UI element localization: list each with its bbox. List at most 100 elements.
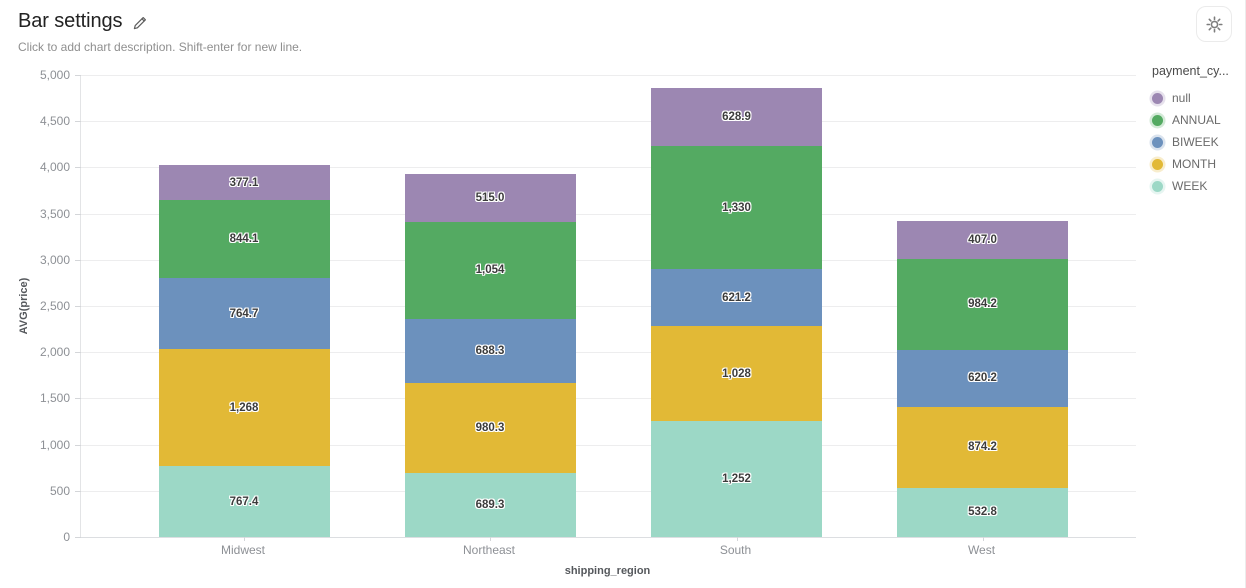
gridline (81, 352, 1136, 354)
y-axis-tick (75, 444, 81, 446)
pencil-icon[interactable] (132, 15, 148, 31)
y-tick-label: 3,000 (39, 252, 70, 267)
segment-null-midwest[interactable]: 377.1 (158, 165, 330, 201)
y-axis-tick (75, 75, 81, 76)
segment-month-west[interactable]: 874.2 (897, 407, 1068, 488)
x-tick-label-northeast: Northeast (462, 543, 516, 557)
y-tick-label: 2,000 (39, 345, 70, 360)
y-axis-tick (75, 121, 81, 123)
gridline (81, 444, 1136, 446)
segment-null-northeast[interactable]: 515.0 (404, 174, 576, 222)
segment-value-label: 620.2 (968, 372, 997, 385)
x-tick-label-south: South (719, 543, 752, 557)
segment-annual-west[interactable]: 984.2 (897, 258, 1068, 350)
y-axis-tick (75, 213, 81, 215)
y-axis-tick (75, 259, 81, 261)
segment-value-label: 621.2 (722, 291, 751, 304)
segment-month-northeast[interactable]: 980.3 (404, 382, 576, 474)
legend-item-label: WEEK (1172, 179, 1208, 193)
segment-week-northeast[interactable]: 689.3 (404, 473, 576, 537)
legend-item-week[interactable]: WEEK (1152, 175, 1244, 197)
segment-value-label: 764.7 (229, 307, 259, 320)
legend: payment_cy... null ANNUAL BIWEEK MONTH WEEK (1152, 64, 1244, 197)
legend-item-biweek[interactable]: BIWEEK (1152, 131, 1244, 153)
legend-swatch-icon (1152, 180, 1163, 192)
segment-value-label: 377.1 (229, 176, 259, 189)
gridline (81, 490, 1136, 492)
legend-item-label: BIWEEK (1172, 135, 1219, 149)
bar-midwest[interactable]: 767.4 1,268 764.7 844.1 377.1 (158, 165, 330, 537)
segment-value-label: 1,252 (722, 473, 751, 486)
legend-item-label: ANNUAL (1172, 113, 1221, 127)
segment-null-south[interactable]: 628.9 (651, 87, 822, 147)
segment-biweek-west[interactable]: 620.2 (897, 349, 1068, 408)
segment-biweek-northeast[interactable]: 688.3 (404, 319, 576, 383)
y-tick-label: 5,000 (39, 68, 70, 82)
gear-icon (1205, 15, 1223, 33)
y-axis-tick (75, 537, 81, 538)
legend-item-month[interactable]: MONTH (1152, 153, 1244, 175)
gridline (81, 398, 1136, 400)
legend-item-list: null ANNUAL BIWEEK MONTH WEEK (1152, 87, 1244, 197)
segment-month-south[interactable]: 1,028 (651, 326, 822, 422)
segment-value-label: 1,054 (475, 264, 505, 277)
legend-swatch-icon (1152, 114, 1163, 126)
segment-value-label: 984.2 (968, 298, 997, 311)
legend-item-annual[interactable]: ANNUAL (1152, 109, 1244, 131)
chart-description-placeholder[interactable]: Click to add chart description. Shift-en… (18, 40, 303, 54)
segment-value-label: 980.3 (475, 422, 505, 435)
segment-value-label: 1,330 (722, 201, 751, 214)
gridline (81, 121, 1136, 123)
y-axis-tick (75, 167, 81, 169)
segment-biweek-midwest[interactable]: 764.7 (158, 278, 330, 349)
y-tick-label: 4,000 (39, 160, 70, 175)
legend-item-label: MONTH (1172, 157, 1216, 171)
bar-northeast[interactable]: 689.3 980.3 688.3 1,054 515.0 (404, 174, 576, 537)
y-tick-label: 1,000 (39, 437, 70, 452)
y-axis-tick (75, 398, 81, 400)
x-axis-tick (736, 537, 738, 541)
gridline (81, 306, 1136, 307)
bar-south[interactable]: 1,252 1,028 621.2 1,330 628.9 (651, 87, 822, 537)
y-tick-label: 0 (63, 530, 70, 544)
y-tick-label: 1,500 (39, 391, 70, 406)
gridline (81, 259, 1136, 261)
segment-week-midwest[interactable]: 767.4 (158, 466, 330, 537)
segment-week-south[interactable]: 1,252 (651, 421, 822, 537)
segment-annual-northeast[interactable]: 1,054 (404, 221, 576, 320)
y-axis-tick (75, 352, 81, 354)
x-axis-tick (490, 537, 491, 541)
segment-value-label: 688.3 (475, 344, 505, 357)
chart-header: Bar settings Click to add chart descript… (18, 10, 302, 54)
x-tick-label-west: West (967, 543, 996, 557)
segment-biweek-south[interactable]: 621.2 (651, 268, 822, 327)
gridline (81, 75, 1136, 76)
chart-settings-button[interactable] (1196, 6, 1232, 42)
segment-annual-midwest[interactable]: 844.1 (158, 200, 330, 279)
legend-swatch-icon (1152, 92, 1163, 104)
segment-value-label: 407.0 (968, 233, 997, 246)
legend-title: payment_cy... (1152, 64, 1229, 78)
page-title[interactable]: Bar settings (18, 10, 123, 32)
y-axis-tick (75, 306, 81, 307)
y-tick-label: 500 (49, 483, 70, 498)
segment-value-label: 532.8 (968, 506, 997, 519)
x-tick-label-midwest: Midwest (220, 543, 265, 557)
legend-item-null[interactable]: null (1152, 87, 1244, 109)
bar-west[interactable]: 532.8 874.2 620.2 984.2 407.0 (897, 221, 1068, 537)
segment-value-label: 874.2 (968, 441, 997, 454)
segment-annual-south[interactable]: 1,330 (651, 146, 822, 269)
y-tick-label: 2,500 (39, 299, 70, 313)
y-tick-label: 4,500 (39, 114, 70, 129)
plot-area: 767.4 1,268 764.7 844.1 377.1 689.3 980.3 688.3… (75, 75, 1136, 541)
segment-value-label: 628.9 (722, 111, 751, 123)
segment-null-west[interactable]: 407.0 (897, 221, 1068, 259)
x-axis-tick (244, 537, 245, 541)
segment-week-west[interactable]: 532.8 (897, 487, 1068, 537)
segment-value-label: 689.3 (475, 499, 505, 512)
y-tick-label: 3,500 (39, 206, 70, 221)
x-axis-tick (982, 537, 984, 541)
segment-month-midwest[interactable]: 1,268 (158, 348, 330, 467)
segment-value-label: 1,268 (229, 401, 259, 414)
